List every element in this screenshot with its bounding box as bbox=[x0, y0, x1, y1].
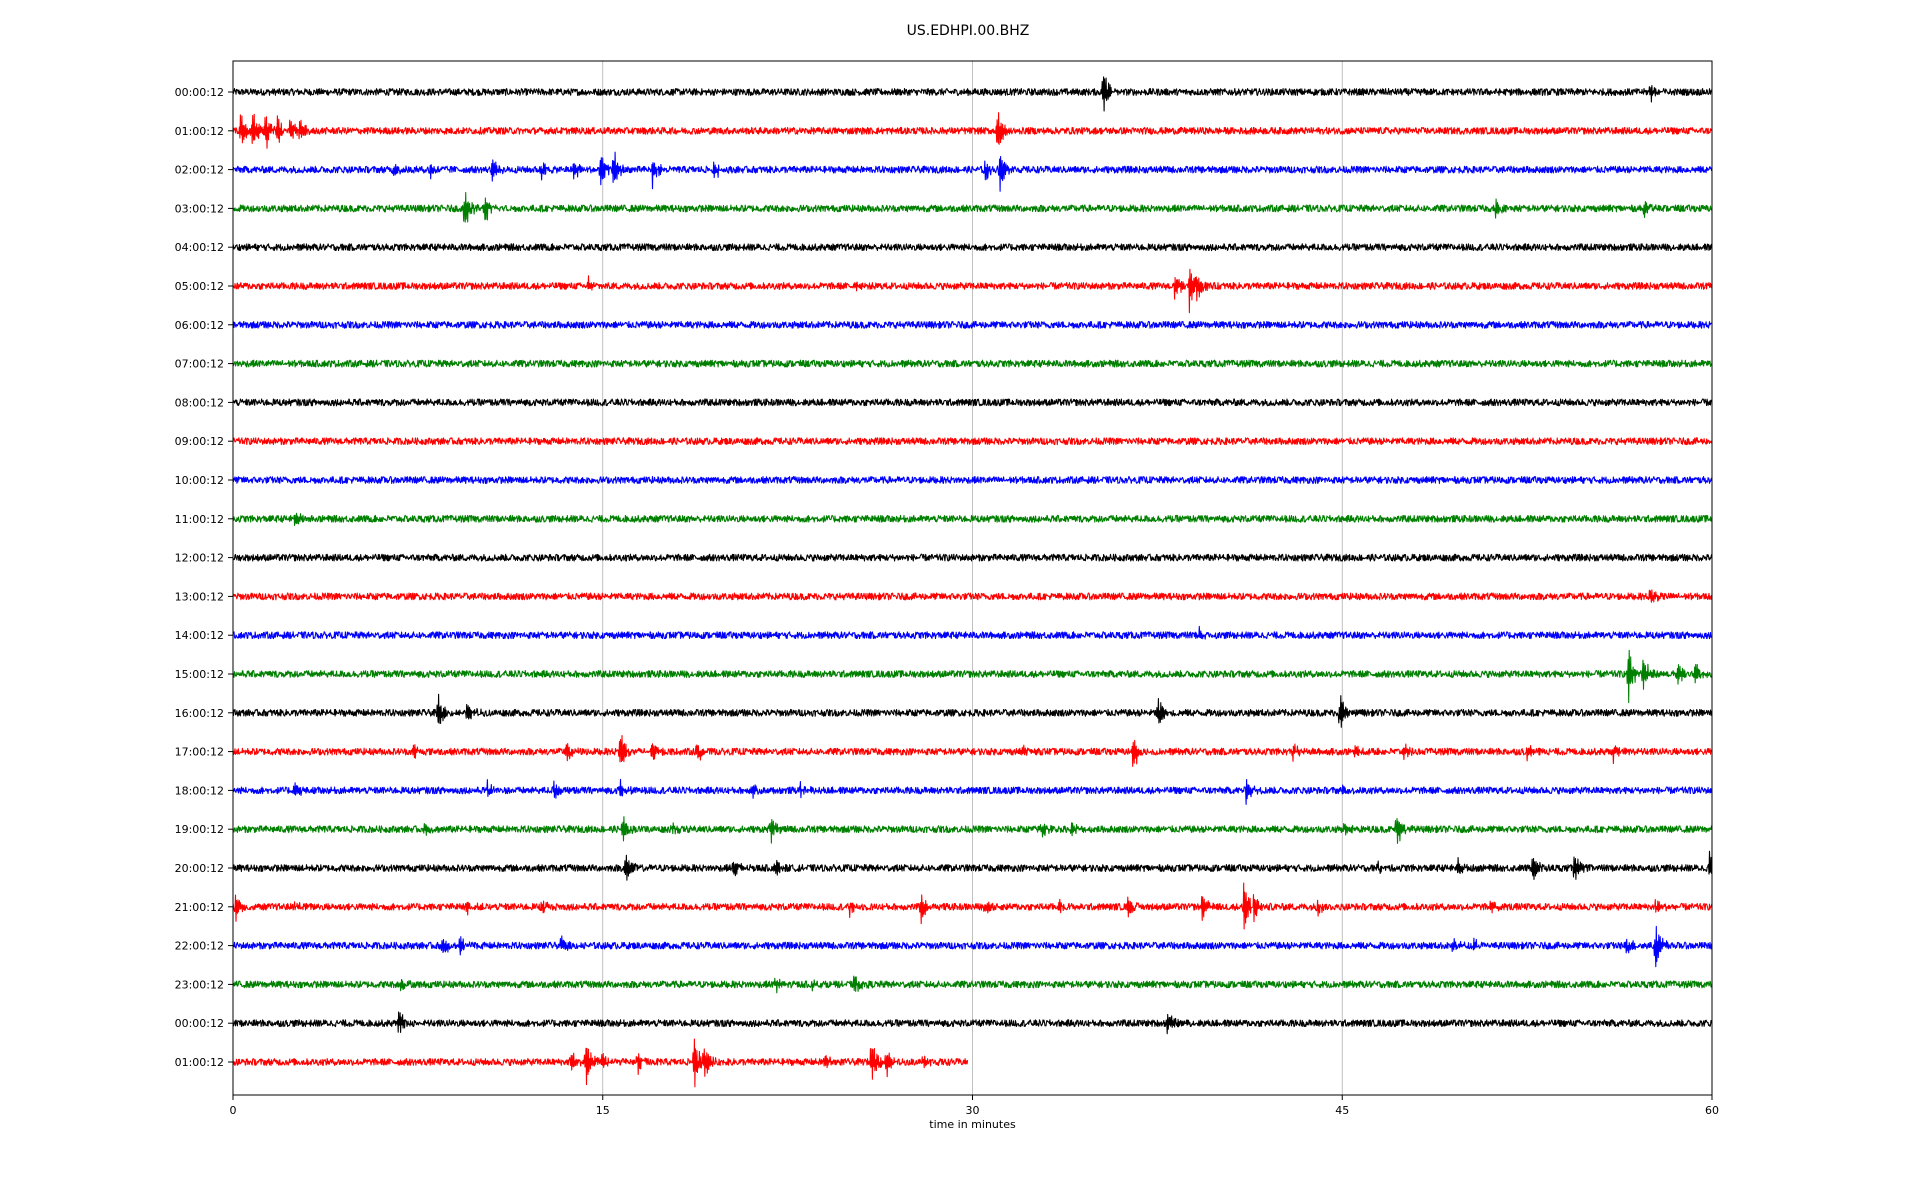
trace-line-5 bbox=[232, 268, 1713, 314]
x-tick-label-60: 60 bbox=[1705, 1104, 1719, 1117]
y-tick-label-6: 06:00:12 bbox=[175, 319, 224, 332]
trace-line-20 bbox=[232, 850, 1713, 881]
y-tick-label-10: 10:00:12 bbox=[175, 474, 224, 487]
y-tick-label-4: 04:00:12 bbox=[175, 241, 224, 254]
trace-line-12 bbox=[232, 553, 1713, 562]
trace-line-7 bbox=[232, 359, 1713, 368]
y-tick-label-21: 21:00:12 bbox=[175, 901, 224, 914]
trace-line-21 bbox=[232, 882, 1713, 930]
y-tick-label-2: 02:00:12 bbox=[175, 164, 224, 177]
trace-line-15 bbox=[232, 649, 1713, 704]
y-tick-label-15: 15:00:12 bbox=[175, 668, 224, 681]
y-tick-label-7: 07:00:12 bbox=[175, 358, 224, 371]
y-tick-label-12: 12:00:12 bbox=[175, 552, 224, 565]
y-tick-label-1: 01:00:12 bbox=[175, 125, 224, 138]
trace-line-22 bbox=[232, 925, 1713, 968]
x-axis-label: time in minutes bbox=[929, 1118, 1016, 1131]
x-tick-label-0: 0 bbox=[230, 1104, 237, 1117]
y-tick-label-14: 14:00:12 bbox=[175, 629, 224, 642]
grid-lines bbox=[602, 61, 1343, 1095]
trace-line-4 bbox=[232, 243, 1713, 252]
y-tick-label-9: 09:00:12 bbox=[175, 435, 224, 448]
trace-line-8 bbox=[232, 398, 1713, 407]
y-tick-label-11: 11:00:12 bbox=[175, 513, 224, 526]
y-tick-label-5: 05:00:12 bbox=[175, 280, 224, 293]
trace-line-24 bbox=[232, 1011, 1713, 1035]
trace-line-19 bbox=[232, 816, 1713, 844]
trace-line-14 bbox=[232, 625, 1713, 640]
trace-line-2 bbox=[232, 151, 1713, 192]
y-tick-labels: 00:00:12 01:00:12 02:00:12 03:00:12 04:00:12… bbox=[175, 86, 233, 1069]
x-tick-label-15: 15 bbox=[596, 1104, 610, 1117]
y-tick-label-8: 08:00:12 bbox=[175, 396, 224, 409]
trace-line-10 bbox=[232, 476, 1713, 484]
trace-line-23 bbox=[232, 975, 1713, 994]
y-tick-label-18: 18:00:12 bbox=[175, 784, 224, 797]
y-tick-label-20: 20:00:12 bbox=[175, 862, 224, 875]
y-tick-label-17: 17:00:12 bbox=[175, 746, 224, 759]
trace-line-6 bbox=[232, 320, 1713, 329]
y-tick-label-13: 13:00:12 bbox=[175, 590, 224, 603]
trace-line-3 bbox=[232, 192, 1713, 223]
y-tick-label-0: 00:00:12 bbox=[175, 86, 224, 99]
trace-line-11 bbox=[232, 512, 1713, 527]
trace-line-0 bbox=[232, 76, 1713, 112]
trace-line-16 bbox=[232, 693, 1713, 728]
y-tick-label-22: 22:00:12 bbox=[175, 940, 224, 953]
trace-line-1 bbox=[232, 112, 1713, 149]
x-tick-label-45: 45 bbox=[1335, 1104, 1349, 1117]
y-tick-label-3: 03:00:12 bbox=[175, 202, 224, 215]
trace-line-13 bbox=[232, 589, 1713, 603]
trace-line-9 bbox=[232, 437, 1713, 446]
trace-line-18 bbox=[232, 778, 1713, 805]
y-tick-label-23: 23:00:12 bbox=[175, 978, 224, 991]
trace-line-17 bbox=[232, 734, 1713, 767]
y-tick-label-16: 16:00:12 bbox=[175, 707, 224, 720]
chart-title: US.EDHPI.00.BHZ bbox=[907, 23, 1030, 39]
x-tick-label-30: 30 bbox=[966, 1104, 980, 1117]
y-tick-label-24: 00:00:12 bbox=[175, 1017, 224, 1030]
trace-lines bbox=[232, 76, 1713, 1088]
trace-line-25 bbox=[232, 1038, 969, 1088]
y-tick-label-19: 19:00:12 bbox=[175, 823, 224, 836]
y-tick-label-25: 01:00:12 bbox=[175, 1056, 224, 1069]
x-tick-labels: 0 15 30 45 60 bbox=[230, 1095, 1719, 1117]
